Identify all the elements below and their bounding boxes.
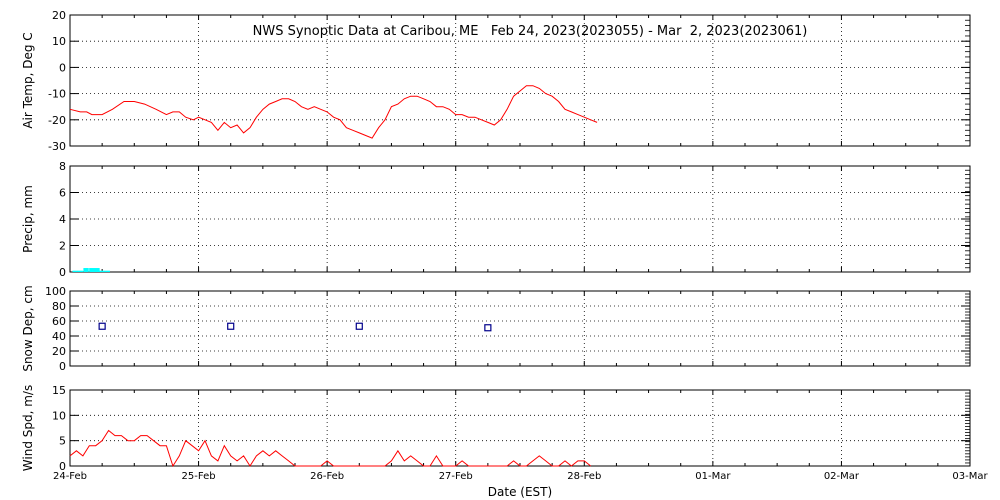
x-tick-label: 26-Feb — [310, 471, 344, 482]
y-axis-label: Precip, mm — [21, 185, 35, 253]
wind-speed-panel: 0 5 10 15 Wind Spd, m/s 24-Feb 25-Feb 26-Feb 27-… — [21, 384, 988, 482]
y-axis-label: Wind Spd, m/s — [21, 385, 35, 471]
chart-title: NWS Synoptic Data at Caribou, ME Feb 24,… — [253, 24, 808, 39]
data-point — [355, 322, 363, 330]
y-tick-label: 40 — [52, 330, 66, 343]
y-tick-label: 10 — [52, 409, 66, 422]
data-bar — [94, 268, 100, 272]
x-tick-label: 27-Feb — [439, 471, 473, 482]
data-bar — [72, 270, 78, 272]
y-tick-label: 0 — [59, 360, 66, 373]
y-tick-label: 2 — [59, 240, 66, 253]
x-tick-label: 24-Feb — [53, 471, 87, 482]
x-tick-label: 03-Mar — [952, 471, 988, 482]
y-tick-label: 8 — [59, 160, 66, 173]
data-point — [227, 322, 235, 330]
plot-frame — [69, 290, 971, 367]
data-bar — [99, 270, 105, 272]
y-tick-label: 80 — [52, 300, 66, 313]
y-tick-label: -20 — [48, 114, 66, 127]
x-axis-label: Date (EST) — [488, 485, 552, 499]
y-tick-label: 15 — [52, 384, 66, 397]
y-tick-label: 0 — [59, 266, 66, 279]
y-axis-label: Snow Dep, cm — [21, 285, 35, 371]
data-bar — [77, 270, 83, 272]
y-tick-label: 60 — [52, 315, 66, 328]
y-tick-label: 100 — [45, 285, 66, 298]
data-line — [69, 429, 592, 468]
y-tick-label: 5 — [59, 435, 66, 448]
data-point — [98, 322, 106, 330]
data-bar — [83, 268, 89, 272]
data-point — [484, 324, 492, 332]
x-tick-label: 01-Mar — [695, 471, 731, 482]
data-line — [69, 85, 598, 139]
plot-frame — [69, 389, 971, 467]
snow-depth-panel: 0 20 40 60 80 100 Snow Dep, cm — [21, 285, 971, 373]
y-tick-label: 20 — [52, 345, 66, 358]
y-tick-label: 0 — [59, 460, 66, 473]
x-tick-label: 25-Feb — [182, 471, 216, 482]
panels: -30 -20 -10 0 10 20 Air Temp, Deg C 0 2 4 6 8 Precip… — [21, 9, 988, 482]
precip-panel: 0 2 4 6 8 Precip, mm — [21, 160, 971, 279]
y-tick-label: 20 — [52, 9, 66, 22]
data-bar — [104, 270, 110, 272]
y-tick-label: 0 — [59, 61, 66, 74]
data-bar — [89, 268, 95, 272]
air-temp-panel: -30 -20 -10 0 10 20 Air Temp, Deg C — [21, 9, 971, 153]
y-tick-label: 4 — [59, 213, 66, 226]
x-tick-label: 02-Mar — [824, 471, 860, 482]
x-tick-label: 28-Feb — [567, 471, 601, 482]
y-axis-label: Air Temp, Deg C — [21, 32, 35, 128]
y-tick-label: -10 — [48, 88, 66, 101]
y-tick-label: -30 — [48, 140, 66, 153]
y-tick-label: 6 — [59, 187, 66, 200]
y-tick-label: 10 — [52, 35, 66, 48]
